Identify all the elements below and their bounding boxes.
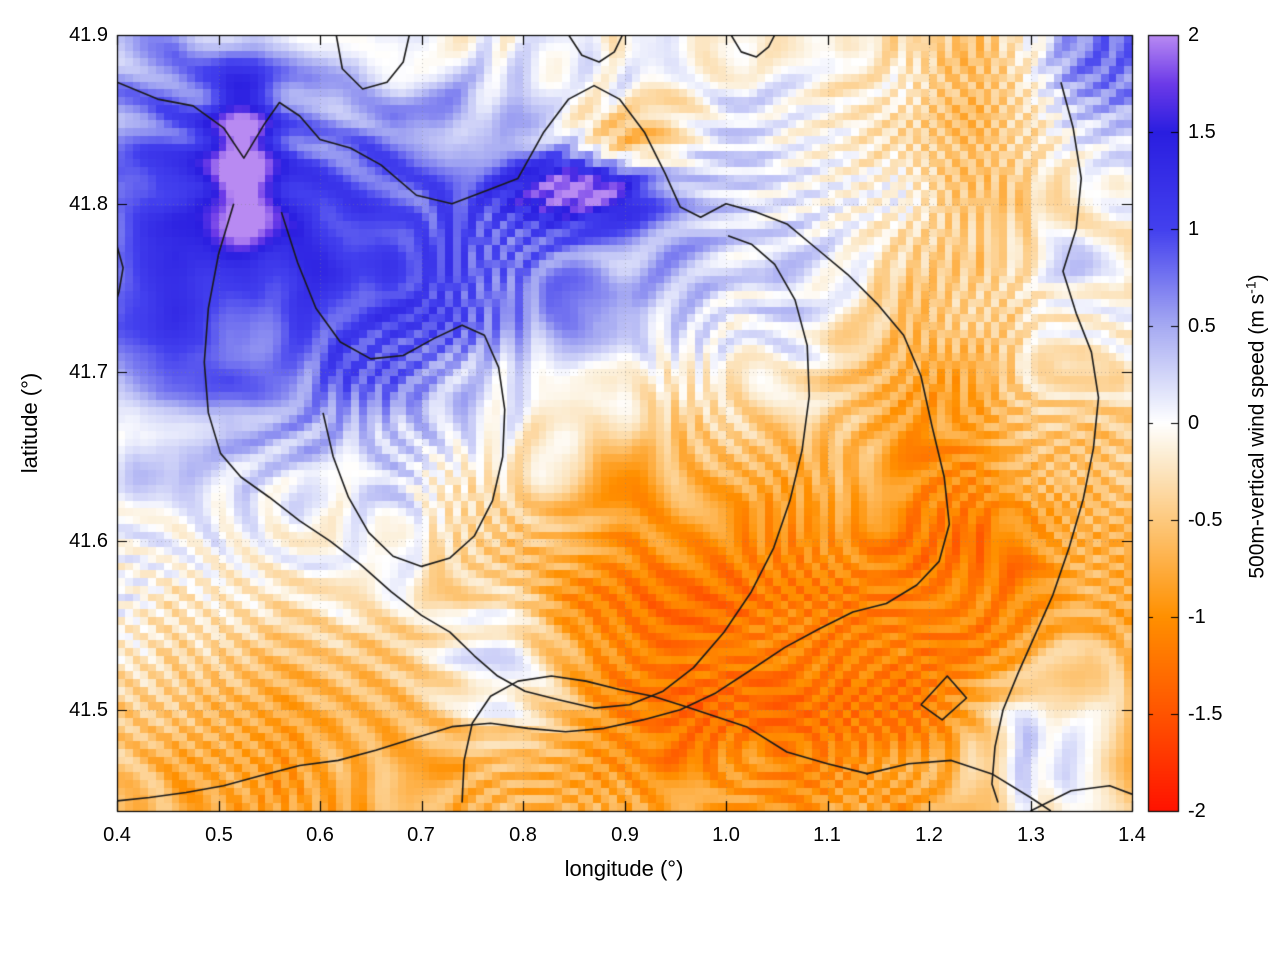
colorbar-label-text: 500m-vertical wind speed (m s (1245, 293, 1269, 579)
x-tick-label: 0.9 (611, 824, 639, 846)
colorbar-label-close: ) (1245, 274, 1269, 282)
x-axis-label: longitude (°) (564, 856, 684, 881)
x-tick-label: 0.8 (509, 824, 537, 846)
x-tick-label: 1.0 (712, 824, 740, 846)
x-tick-label: 1.3 (1017, 824, 1045, 846)
colorbar-label-superscript: -1 (1242, 281, 1259, 294)
x-tick-label: 0.5 (205, 824, 233, 846)
y-tick-label: 41.7 (69, 361, 108, 383)
y-tick-label: 41.9 (69, 24, 108, 46)
colorbar-tick-label: 1 (1188, 218, 1200, 240)
colorbar-tick-label: 2 (1188, 24, 1200, 46)
x-tick-label: 0.7 (407, 824, 435, 846)
colorbar-tick-label: -1.5 (1188, 703, 1223, 725)
colorbar-tick-label: 1.5 (1188, 121, 1216, 143)
x-tick-label: 0.6 (306, 824, 334, 846)
x-tick-label: 1.1 (813, 824, 841, 846)
y-tick-label: 41.8 (69, 193, 108, 215)
y-tick-label: 41.5 (69, 699, 108, 721)
x-tick-label: 0.4 (103, 824, 131, 846)
x-tick-label: 1.4 (1118, 824, 1146, 846)
colorbar-tick-label: -2 (1188, 800, 1206, 822)
colorbar-tick-label: 0 (1188, 412, 1200, 434)
colorbar-tick-label: -0.5 (1188, 509, 1223, 531)
colorbar-tick-label: 0.5 (1188, 315, 1216, 337)
colorbar-label: 500m-vertical wind speed (m s-1) (1238, 127, 1271, 727)
x-tick-label: 1.2 (915, 824, 943, 846)
y-tick-label: 41.6 (69, 530, 108, 552)
colorbar-tick-label: -1 (1188, 606, 1206, 628)
y-axis-label: latitude (°) (17, 372, 42, 474)
